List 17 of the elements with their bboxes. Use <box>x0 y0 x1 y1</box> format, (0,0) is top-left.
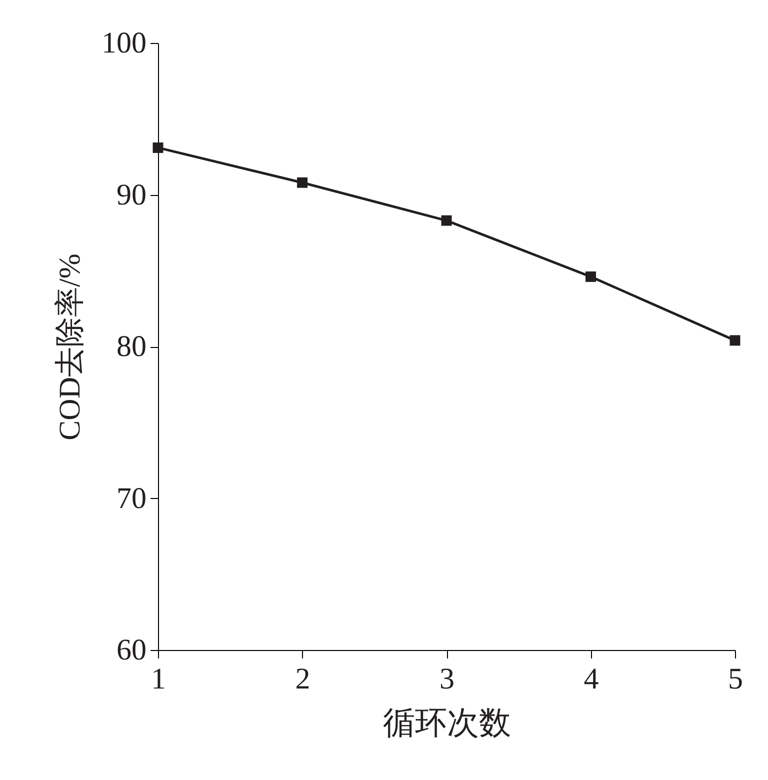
point <box>297 177 308 188</box>
x-tick-label: 1 <box>151 662 166 696</box>
y-tick-label: 80 <box>116 330 146 363</box>
x-tick-label: 5 <box>728 662 743 696</box>
y-tick-label: 100 <box>102 26 146 60</box>
x-tick-label: 4 <box>584 662 599 696</box>
point <box>152 142 164 153</box>
x-tick-label: 3 <box>440 662 454 696</box>
y-tick-label: 90 <box>116 178 146 212</box>
y-tick-label: 60 <box>116 634 146 666</box>
x-axis-title: 循环次数 <box>383 704 511 740</box>
point <box>730 335 740 346</box>
x-tick-label: 2 <box>295 662 310 696</box>
point <box>441 215 452 226</box>
y-tick-label: 70 <box>116 482 146 515</box>
point <box>586 271 596 282</box>
y-axis-title: COD去除率/% <box>54 254 86 440</box>
